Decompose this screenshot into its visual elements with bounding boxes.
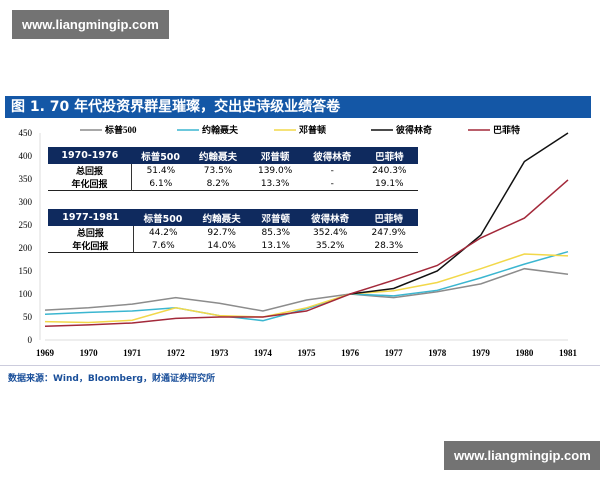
x-tick-label: 1976 [341,348,360,358]
table-header-cell: 约翰聂夫 [189,147,247,164]
series-line [44,250,569,322]
figure-title: 图 1. 70 年代投资界群星璀璨，交出史诗级业绩答卷 [5,96,591,118]
table-cell: - [330,178,334,189]
table-cell: 240.3% [372,165,407,176]
legend-label: 标普500 [104,124,137,135]
table-cell: 年化回报 [48,239,134,253]
table-cell: 13.1% [261,240,291,251]
watermark-bottom: www.liangmingip.com [444,441,600,470]
y-tick-label: 0 [28,335,33,345]
source-note: 数据来源：Wind，Bloomberg，财通证券研究所 [8,374,215,384]
table-header-cell: 巴菲特 [360,147,418,164]
series-line [349,132,569,295]
table-cell: 28.3% [374,240,403,251]
y-tick-label: 300 [19,197,33,207]
table-row: 年化回报 7.6% 14.0% 13.1% 35.2% 28.3% [48,239,418,253]
table-row: 总回报 51.4% 73.5% 139.0% - 240.3% [48,164,418,177]
table-cell: 92.7% [207,227,236,238]
line-chart: 0 50 100 150 200 250 300 350 400 450 1969 1970 1971 1… [19,124,578,358]
series-line [44,267,569,312]
y-tick-label: 50 [23,312,33,322]
table-cell: 7.6% [151,240,175,251]
y-tick-label: 200 [19,243,33,253]
table-cell: 6.1% [149,178,173,189]
returns-table-1970-1976: 1970-1976 标普500 约翰聂夫 邓普顿 彼得林奇 巴菲特总回报 51.4% 73.5… [48,147,418,191]
y-tick-label: 400 [19,151,33,161]
table-cell: 总回报 [48,164,133,177]
table-header-cell: 1970-1976 [48,147,132,164]
x-tick-label: 1978 [428,348,447,358]
table-cell: 13.3% [260,178,290,189]
legend-label: 邓普顿 [299,124,326,135]
x-tick-label: 1977 [385,348,404,358]
table-cell: 14.0% [207,240,236,251]
table-header-cell: 标普500 [133,209,193,226]
table-cell: 8.2% [206,178,230,189]
table-header-cell: 巴菲特 [359,209,418,226]
table-header-cell: 邓普顿 [250,209,301,226]
table-header-cell: 邓普顿 [246,147,304,164]
table-cell: 352.4% [313,227,348,238]
watermark-top: www.liangmingip.com [12,10,169,39]
table-cell: 19.1% [375,178,404,189]
x-tick-label: 1969 [36,348,55,358]
table-cell: 35.2% [315,240,345,251]
table-header-cell: 标普500 [131,147,190,164]
x-tick-label: 1979 [472,348,491,358]
table-cell: 51.4% [146,165,176,176]
returns-table-1977-1981: 1977-1981 标普500 约翰聂夫 邓普顿 彼得林奇 巴菲特总回报 44.2% 92.7… [48,209,418,253]
x-tick-label: 1971 [123,348,142,358]
table-cell: 73.5% [203,165,233,176]
x-tick-label: 1972 [167,348,186,358]
legend-label: 彼得林奇 [396,124,432,135]
table-cell: 139.0% [257,165,293,176]
y-tick-label: 450 [19,128,33,138]
table-row: 总回报 44.2% 92.7% 85.3% 352.4% 247.9% [48,226,418,239]
series-line [44,253,569,324]
x-tick-label: 1980 [515,348,534,358]
table-header-cell: 彼得林奇 [300,209,360,226]
table-header-cell: 1977-1981 [48,209,134,226]
x-tick-label: 1981 [559,348,578,358]
table-cell: 年化回报 [48,177,133,191]
divider [0,365,600,366]
x-tick-label: 1973 [210,348,229,358]
table-cell: - [330,165,334,176]
table-cell: 44.2% [148,227,178,238]
x-tick-label: 1974 [254,348,273,358]
y-tick-label: 150 [19,266,33,276]
series-line [44,179,569,327]
legend-label: 巴菲特 [493,124,520,135]
table-cell: 247.9% [371,227,406,238]
y-tick-label: 100 [19,289,33,299]
y-tick-label: 350 [19,174,33,184]
legend-label: 约翰聂夫 [202,124,239,135]
x-tick-label: 1970 [80,348,99,358]
table-cell: 总回报 [48,226,134,239]
table-header-cell: 约翰聂夫 [192,209,251,226]
table-header-cell: 彼得林奇 [303,147,361,164]
y-tick-label: 250 [19,220,33,230]
table-row: 年化回报 6.1% 8.2% 13.3% - 19.1% [48,177,418,191]
x-tick-label: 1975 [298,348,317,358]
table-cell: 85.3% [261,227,291,238]
